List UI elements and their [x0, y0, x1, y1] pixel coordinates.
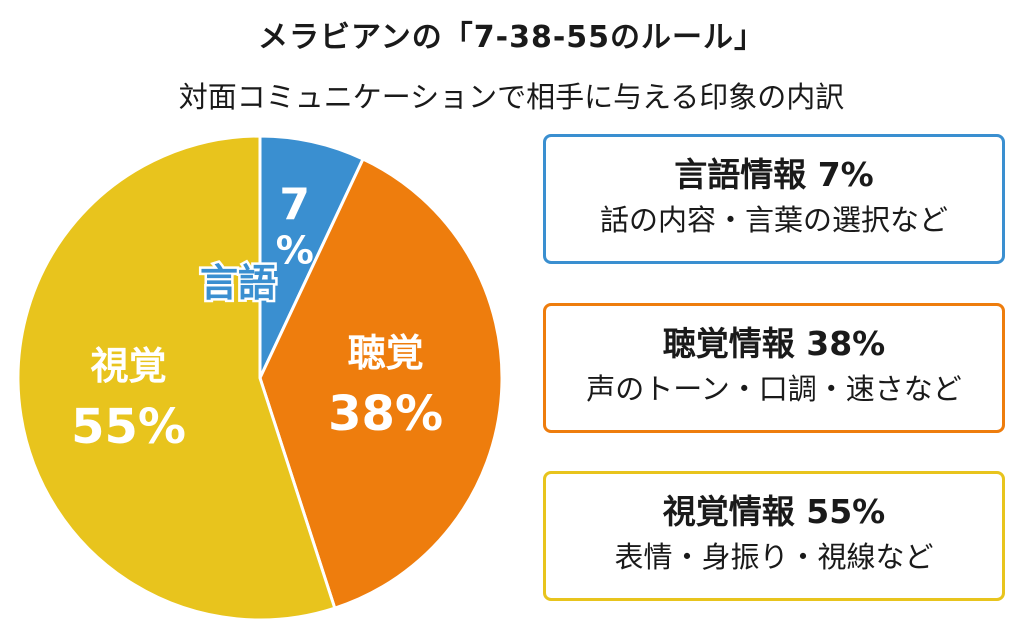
- legend-vocal-title: 聴覚情報 38%: [662, 324, 886, 363]
- legend-box-visual: 視覚情報 55% 表情・身振り・視線など: [543, 471, 1005, 601]
- legend-box-vocal: 聴覚情報 38% 声のトーン・口調・速さなど: [543, 303, 1005, 433]
- pie-label-vocal: 聴覚: [348, 331, 424, 375]
- pie-value-verbal: 7: [279, 180, 310, 231]
- pie-slice-verbal: [258, 134, 365, 380]
- legend-visual-title: 視覚情報 55%: [662, 492, 886, 531]
- pie-slice-vocal: [258, 157, 504, 610]
- chart-title: メラビアンの「7-38-55のルール」: [257, 20, 766, 55]
- chart-subtitle: 対面コミュニケーションで相手に与える印象の内訳: [178, 80, 845, 114]
- pie-label-verbal: 言語: [200, 261, 276, 305]
- pie-slice-visual: [16, 134, 337, 622]
- legend-verbal-desc: 話の内容・言葉の選択など: [599, 203, 948, 237]
- legend-box-verbal: 言語情報 7% 話の内容・言葉の選択など: [543, 134, 1005, 264]
- pie-value-unit-verbal: %: [276, 229, 314, 273]
- pie-value-vocal: 38%: [328, 386, 443, 442]
- legend-visual-desc: 表情・身振り・視線など: [614, 540, 934, 574]
- pie-value-visual: 55%: [71, 399, 186, 455]
- legend-verbal-title: 言語情報 7%: [674, 155, 874, 194]
- pie-label-visual: 視覚: [91, 344, 167, 388]
- legend-vocal-desc: 声のトーン・口調・速さなど: [586, 372, 962, 406]
